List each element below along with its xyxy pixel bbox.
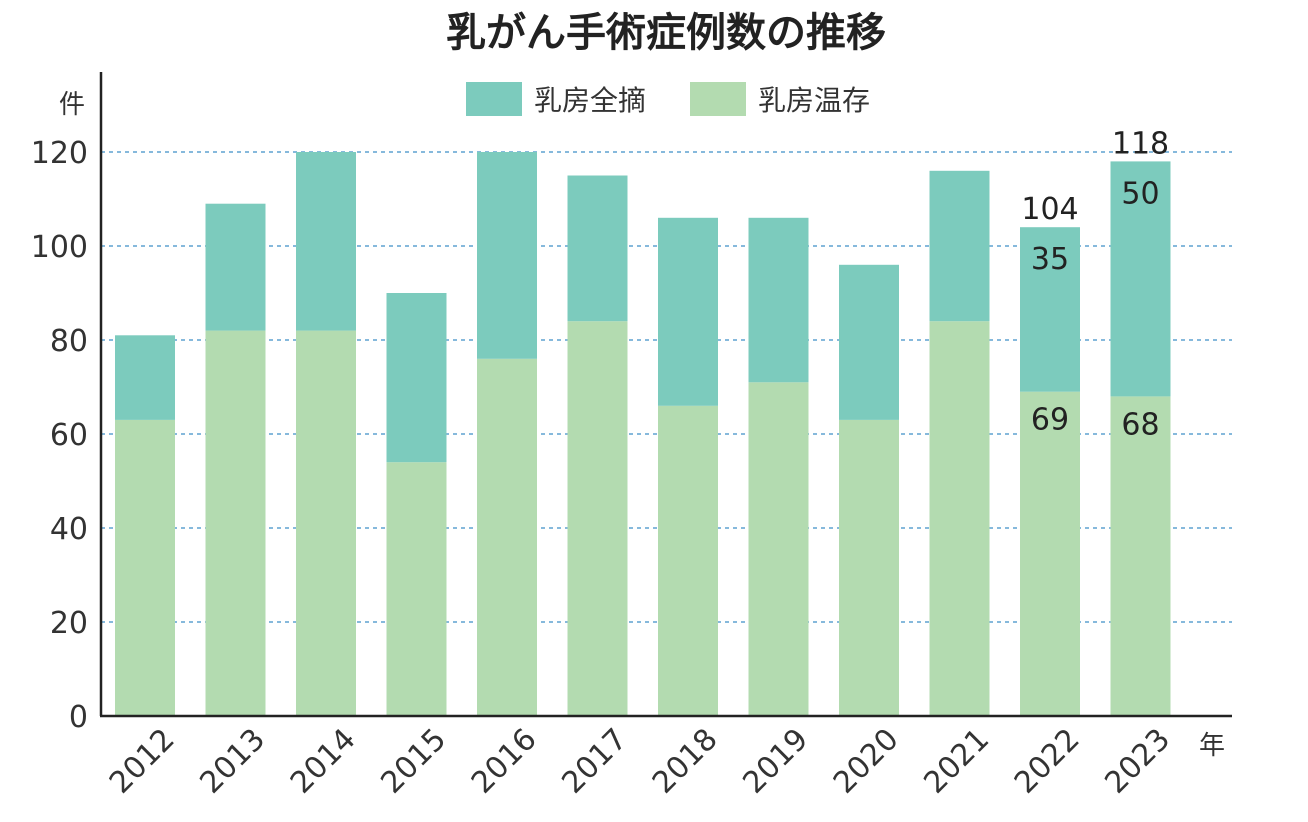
y-tick-label: 120 — [31, 136, 88, 171]
bar-conserving-2012 — [115, 419, 175, 716]
bar-conserving-2015 — [386, 462, 447, 716]
bar-conserving-2018 — [658, 405, 718, 716]
bar-mastectomy-2022 — [1020, 227, 1080, 392]
y-tick-label: 40 — [50, 512, 88, 547]
bar-conserving-2019 — [748, 382, 809, 716]
x-tick-label: 2021 — [917, 722, 996, 801]
bar-mastectomy-2020 — [839, 264, 899, 420]
x-tick-label: 2019 — [736, 722, 815, 801]
bar-mastectomy-2012 — [115, 335, 175, 420]
bar-conserving-2013 — [205, 330, 266, 716]
y-tick-label: 60 — [50, 418, 88, 453]
x-tick-label: 2023 — [1098, 722, 1177, 801]
conserving-label-2022: 69 — [1031, 403, 1069, 438]
y-axis-unit: 件 — [59, 90, 85, 120]
y-tick-label: 80 — [50, 324, 88, 359]
mastectomy-label-2023: 50 — [1121, 176, 1159, 211]
bar-conserving-2016 — [477, 358, 537, 716]
x-tick-label: 2012 — [103, 722, 182, 801]
bar-conserving-2022 — [1020, 391, 1080, 716]
bar-mastectomy-2018 — [658, 217, 718, 406]
legend-swatch — [466, 82, 522, 116]
x-tick-label: 2014 — [284, 722, 363, 801]
conserving-label-2023: 68 — [1121, 407, 1159, 442]
bar-mastectomy-2013 — [205, 203, 266, 331]
x-axis-unit: 年 — [1199, 731, 1225, 761]
bar-mastectomy-2017 — [567, 175, 628, 322]
data-labels: 104 35 69 118 50 68 — [1021, 126, 1169, 442]
bar-conserving-2017 — [567, 321, 628, 716]
legend-label: 乳房全摘 — [534, 84, 646, 117]
x-tick-label: 2015 — [374, 722, 453, 801]
x-axis-ticks: 2012 2013 2014 2015 2016 2017 2018 2019 2020 2021… — [103, 722, 1177, 801]
x-tick-label: 2017 — [555, 722, 634, 801]
bar-mastectomy-2021 — [929, 170, 990, 322]
y-tick-label: 20 — [50, 606, 88, 641]
y-axis-ticks: 0 20 40 60 80 100 120 — [31, 136, 88, 735]
legend-swatch — [690, 82, 746, 116]
bar-mastectomy-2019 — [748, 217, 809, 383]
bar-conserving-2020 — [839, 419, 899, 716]
total-label-2023: 118 — [1112, 126, 1169, 161]
y-tick-label: 0 — [69, 700, 88, 735]
x-tick-label: 2016 — [465, 722, 544, 801]
bar-conserving-2023 — [1110, 396, 1171, 716]
bar-mastectomy-2015 — [386, 293, 447, 463]
bar-conserving-2014 — [296, 330, 356, 716]
x-tick-label: 2020 — [827, 722, 906, 801]
total-label-2022: 104 — [1021, 192, 1078, 227]
bars — [115, 152, 1171, 716]
bar-mastectomy-2016 — [477, 152, 537, 359]
chart-title: 乳がん手術症例数の推移 — [446, 10, 886, 56]
mastectomy-label-2022: 35 — [1031, 242, 1069, 277]
legend: 乳房全摘 乳房温存 — [466, 82, 870, 117]
bar-mastectomy-2023 — [1110, 161, 1171, 397]
x-tick-label: 2018 — [646, 722, 725, 801]
bar-mastectomy-2014 — [296, 152, 356, 331]
y-tick-label: 100 — [31, 230, 88, 265]
x-tick-label: 2013 — [193, 722, 272, 801]
legend-label: 乳房温存 — [758, 84, 870, 117]
bar-conserving-2021 — [929, 321, 990, 716]
x-tick-label: 2022 — [1008, 722, 1087, 801]
